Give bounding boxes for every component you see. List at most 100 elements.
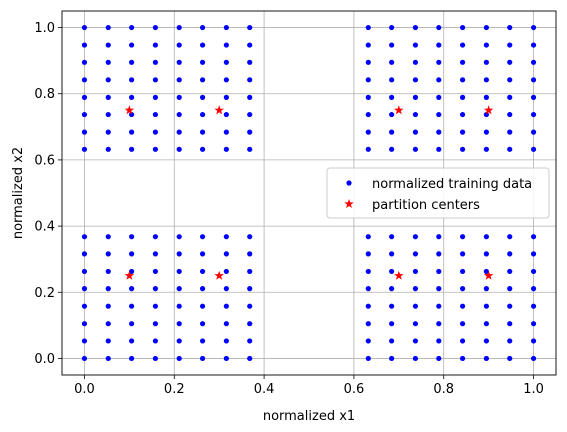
training-data-point <box>247 42 252 47</box>
training-data-point <box>413 269 418 274</box>
training-data-point <box>247 112 252 117</box>
training-data-point <box>366 77 371 82</box>
training-data-point <box>531 304 536 309</box>
training-data-point <box>366 42 371 47</box>
legend-entry-partition-centers: partition centers <box>372 198 480 213</box>
training-data-point <box>460 321 465 326</box>
y-tick-label: 0.8 <box>34 87 55 102</box>
partition-center-point <box>394 105 404 114</box>
training-data-point <box>200 321 205 326</box>
training-data-point <box>484 77 489 82</box>
training-data-point <box>507 42 512 47</box>
training-data-point <box>484 130 489 135</box>
training-data-point <box>129 286 134 291</box>
x-tick-label: 1.0 <box>523 382 544 397</box>
training-data-point <box>484 304 489 309</box>
training-data-point <box>460 234 465 239</box>
training-data-point <box>389 251 394 256</box>
training-data-point <box>177 356 182 361</box>
training-data-point <box>177 112 182 117</box>
training-data-point <box>106 269 111 274</box>
x-tick-label: 0.2 <box>164 382 185 397</box>
training-data-point <box>507 286 512 291</box>
training-data-point <box>531 147 536 152</box>
training-data-point <box>531 112 536 117</box>
training-data-point <box>224 286 229 291</box>
training-data-point <box>153 338 158 343</box>
training-data-point <box>366 338 371 343</box>
training-data-point <box>153 77 158 82</box>
training-data-point <box>224 321 229 326</box>
training-data-point <box>507 321 512 326</box>
training-data-point <box>153 234 158 239</box>
y-tick-label: 0.4 <box>34 220 55 235</box>
training-data-point <box>129 304 134 309</box>
training-data-point <box>531 321 536 326</box>
training-data-point <box>436 304 441 309</box>
training-data-point <box>247 251 252 256</box>
x-ticks: 0.0 0.2 0.4 0.6 0.8 1.0 <box>74 375 544 397</box>
training-data-point <box>484 95 489 100</box>
training-data-point <box>82 42 87 47</box>
training-data-point <box>106 60 111 65</box>
training-data-point <box>507 77 512 82</box>
training-data-point <box>153 286 158 291</box>
training-data-point <box>153 60 158 65</box>
training-data-point <box>247 95 252 100</box>
training-data-point <box>413 147 418 152</box>
training-data-point <box>507 251 512 256</box>
training-data-point <box>200 25 205 30</box>
training-data-point <box>129 130 134 135</box>
legend-entry-training-data: normalized training data <box>372 177 532 192</box>
x-tick-label: 0.6 <box>344 382 365 397</box>
training-data-point <box>436 234 441 239</box>
training-data-point <box>129 234 134 239</box>
training-data-point <box>507 60 512 65</box>
training-data-point <box>224 130 229 135</box>
training-data-point <box>153 321 158 326</box>
training-data-point <box>153 356 158 361</box>
training-data-point <box>531 95 536 100</box>
training-data-point <box>436 356 441 361</box>
training-data-point <box>460 25 465 30</box>
training-data-point <box>200 356 205 361</box>
training-data-point <box>366 251 371 256</box>
y-ticks: 0.0 0.2 0.4 0.6 0.8 1.0 <box>34 21 62 367</box>
training-data-point <box>82 130 87 135</box>
training-data-point <box>177 251 182 256</box>
training-data-point <box>177 95 182 100</box>
training-data-point <box>389 147 394 152</box>
training-data-point <box>153 304 158 309</box>
training-data-point <box>106 147 111 152</box>
training-data-point <box>507 338 512 343</box>
training-data-point <box>247 304 252 309</box>
training-data-point <box>247 356 252 361</box>
training-data-point <box>153 130 158 135</box>
training-data-point <box>200 251 205 256</box>
training-data-point <box>389 234 394 239</box>
training-data-point <box>460 304 465 309</box>
training-data-point <box>389 42 394 47</box>
training-data-point <box>153 95 158 100</box>
training-data-point <box>460 356 465 361</box>
training-data-point <box>200 304 205 309</box>
training-data-point <box>177 147 182 152</box>
training-data-point <box>484 338 489 343</box>
training-data-point <box>224 338 229 343</box>
training-data-point <box>436 25 441 30</box>
training-data-point <box>224 269 229 274</box>
training-data-point <box>200 60 205 65</box>
training-data-point <box>82 147 87 152</box>
training-data-point <box>200 147 205 152</box>
training-data-point <box>129 60 134 65</box>
training-data-point <box>177 286 182 291</box>
training-data-point <box>507 25 512 30</box>
x-axis-label: normalized x1 <box>263 409 355 424</box>
training-data-point <box>484 25 489 30</box>
training-data-point <box>436 112 441 117</box>
training-data-point <box>389 286 394 291</box>
training-data-point <box>389 77 394 82</box>
training-data-point <box>413 130 418 135</box>
training-data-point <box>200 112 205 117</box>
